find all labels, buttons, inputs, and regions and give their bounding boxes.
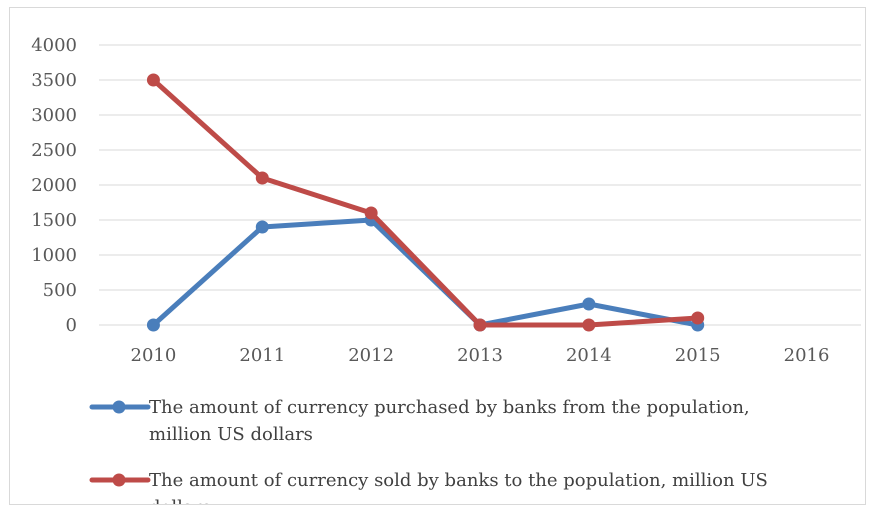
series-line-2	[150, 77, 701, 328]
x-tick-label: 2014	[566, 345, 612, 366]
y-tick-label: 3500	[31, 70, 77, 91]
data-point	[473, 318, 487, 332]
data-point	[691, 311, 705, 325]
legend-swatch-marker	[112, 400, 126, 414]
y-tick-label: 4000	[31, 35, 77, 56]
x-tick-label: 2016	[784, 345, 830, 366]
x-tick-label: 2010	[131, 345, 177, 366]
x-tick-label: 2015	[675, 345, 721, 366]
legend: The amount of currency purchased by bank…	[89, 397, 768, 505]
y-axis-ticks: 0 500 1000 1500 2000 2500 3000 3500 4000	[31, 35, 77, 336]
data-point	[146, 318, 160, 332]
x-axis-ticks: 2010 2011 2012 2013 2014 2015 2016	[131, 345, 830, 366]
legend-label: dollars	[149, 497, 211, 505]
y-tick-label: 1500	[31, 210, 77, 231]
data-point	[255, 220, 269, 234]
gridlines	[99, 44, 861, 326]
data-point	[582, 297, 596, 311]
chart-frame: 0 500 1000 1500 2000 2500 3000 3500 4000 2010 201…	[9, 7, 866, 505]
legend-label: million US dollars	[149, 424, 313, 445]
y-tick-label: 1000	[31, 245, 77, 266]
y-tick-label: 500	[43, 280, 77, 301]
x-tick-label: 2013	[457, 345, 503, 366]
series-layer	[146, 73, 705, 332]
y-tick-label: 2500	[31, 140, 77, 161]
y-tick-label: 2000	[31, 175, 77, 196]
data-point	[364, 206, 378, 220]
legend-label: The amount of currency purchased by bank…	[149, 397, 750, 418]
data-point	[146, 73, 160, 87]
data-point	[255, 171, 269, 185]
y-tick-label: 3000	[31, 105, 77, 126]
x-tick-label: 2011	[239, 345, 285, 366]
x-tick-label: 2012	[348, 345, 394, 366]
legend-swatch-marker	[112, 473, 126, 487]
legend-label: The amount of currency sold by banks to …	[149, 470, 768, 491]
data-point	[582, 318, 596, 332]
y-tick-label: 0	[66, 315, 77, 336]
